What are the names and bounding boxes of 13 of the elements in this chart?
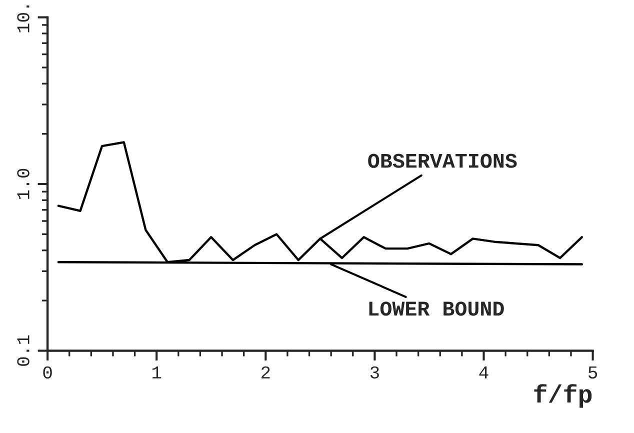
x-tick-label: 0 <box>43 366 52 379</box>
x-tick-label: 5 <box>588 366 598 379</box>
y-tick-label: 10. <box>17 5 30 32</box>
x-tick-label: 1 <box>152 366 162 378</box>
y-tick-label: 0.1 <box>17 335 30 366</box>
annotation: OBSERVATIONS <box>368 154 517 168</box>
x-axis-title: f/fp <box>534 384 592 408</box>
x-tick-label: 3 <box>370 366 379 379</box>
x-tick-label: 2 <box>261 366 270 378</box>
annotation: LOWER BOUND <box>369 302 504 316</box>
line-series <box>57 141 583 264</box>
x-tick-label: 4 <box>479 366 488 378</box>
y-tick-label: 1.0 <box>17 168 30 199</box>
